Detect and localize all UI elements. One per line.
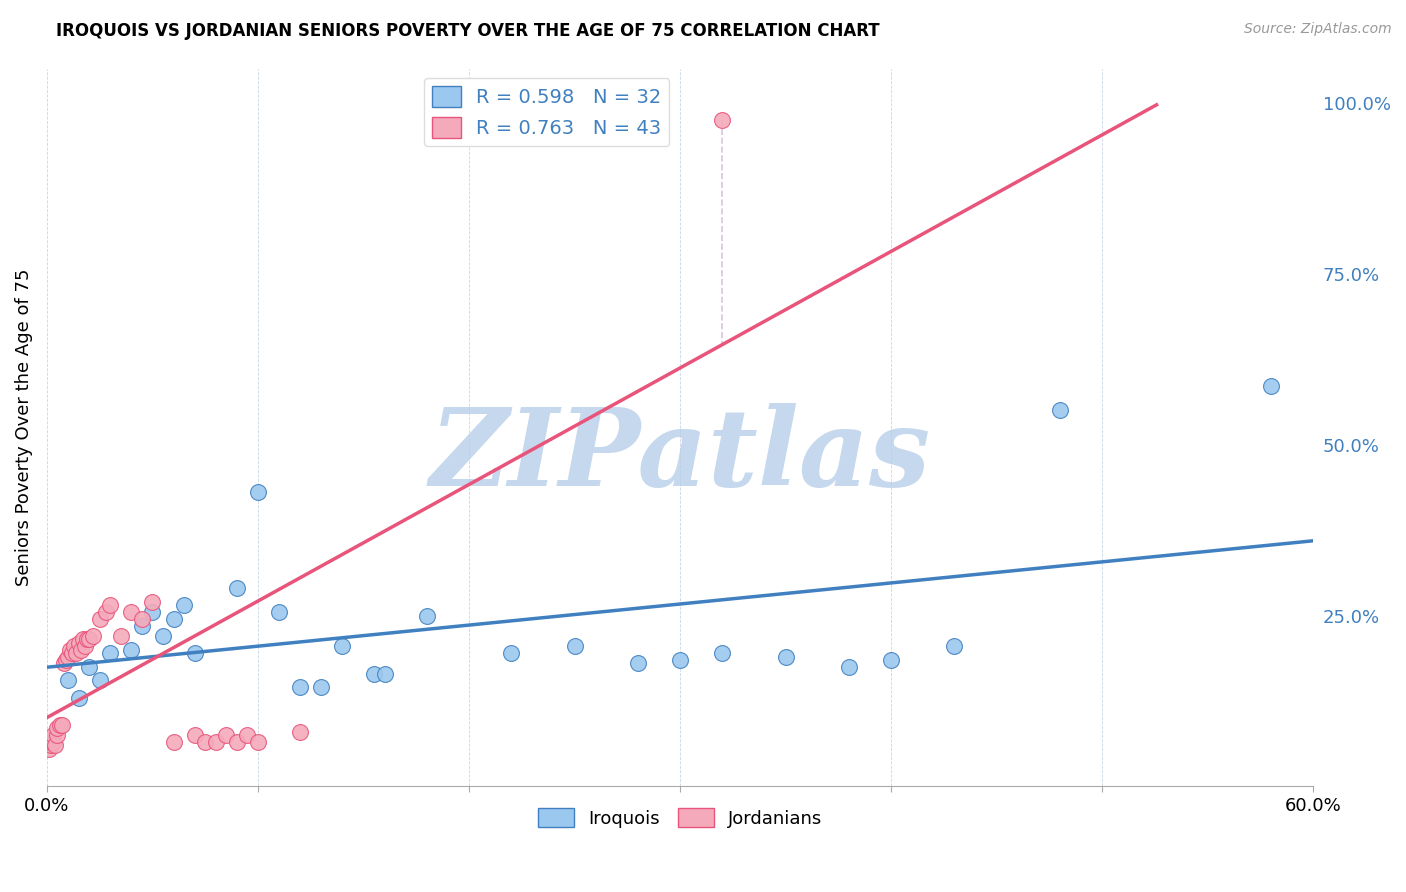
- Point: [72, 632, 94, 647]
- Point: [39, 739, 62, 753]
- Point: [246, 735, 269, 749]
- Legend: Iroquois, Jordanians: Iroquois, Jordanians: [530, 800, 830, 835]
- Point: [1049, 403, 1071, 417]
- Point: [838, 660, 860, 674]
- Point: [63, 640, 86, 654]
- Text: ZIPatlas: ZIPatlas: [429, 403, 931, 509]
- Point: [120, 605, 142, 619]
- Point: [215, 728, 238, 742]
- Point: [89, 673, 111, 688]
- Point: [120, 642, 142, 657]
- Point: [98, 646, 121, 660]
- Point: [46, 728, 69, 742]
- Point: [225, 581, 247, 595]
- Point: [60, 646, 83, 660]
- Point: [141, 605, 163, 619]
- Y-axis label: Seniors Poverty Over the Age of 75: Seniors Poverty Over the Age of 75: [15, 268, 32, 586]
- Point: [183, 728, 205, 742]
- Point: [775, 649, 797, 664]
- Point: [98, 599, 121, 613]
- Point: [42, 735, 65, 749]
- Point: [416, 608, 439, 623]
- Point: [131, 619, 153, 633]
- Point: [46, 722, 69, 736]
- Point: [77, 632, 100, 647]
- Point: [38, 735, 60, 749]
- Point: [225, 735, 247, 749]
- Point: [67, 636, 90, 650]
- Point: [44, 739, 66, 753]
- Point: [627, 657, 650, 671]
- Point: [943, 640, 966, 654]
- Point: [711, 112, 734, 127]
- Point: [501, 646, 523, 660]
- Point: [59, 642, 82, 657]
- Point: [194, 735, 217, 749]
- Point: [332, 640, 354, 654]
- Point: [162, 612, 184, 626]
- Point: [1260, 379, 1282, 393]
- Point: [73, 640, 96, 654]
- Point: [564, 640, 586, 654]
- Point: [311, 681, 333, 695]
- Point: [152, 629, 174, 643]
- Point: [69, 642, 91, 657]
- Point: [374, 666, 396, 681]
- Point: [89, 612, 111, 626]
- Point: [173, 599, 195, 613]
- Point: [131, 612, 153, 626]
- Point: [162, 735, 184, 749]
- Point: [183, 646, 205, 660]
- Point: [38, 731, 60, 746]
- Point: [65, 646, 87, 660]
- Point: [67, 690, 90, 705]
- Point: [42, 728, 65, 742]
- Point: [48, 718, 70, 732]
- Point: [38, 742, 60, 756]
- Point: [267, 605, 290, 619]
- Point: [880, 653, 903, 667]
- Point: [204, 735, 226, 749]
- Point: [94, 605, 117, 619]
- Point: [52, 657, 75, 671]
- Point: [246, 485, 269, 500]
- Point: [236, 728, 259, 742]
- Point: [77, 660, 100, 674]
- Point: [141, 595, 163, 609]
- Text: IROQUOIS VS JORDANIAN SENIORS POVERTY OVER THE AGE OF 75 CORRELATION CHART: IROQUOIS VS JORDANIAN SENIORS POVERTY OV…: [56, 22, 880, 40]
- Point: [51, 718, 73, 732]
- Point: [56, 673, 79, 688]
- Point: [711, 646, 734, 660]
- Point: [39, 735, 62, 749]
- Point: [669, 653, 692, 667]
- Point: [110, 629, 132, 643]
- Point: [288, 681, 311, 695]
- Point: [55, 653, 77, 667]
- Point: [82, 629, 104, 643]
- Point: [56, 649, 79, 664]
- Point: [76, 632, 98, 647]
- Point: [363, 666, 385, 681]
- Point: [288, 724, 311, 739]
- Text: Source: ZipAtlas.com: Source: ZipAtlas.com: [1244, 22, 1392, 37]
